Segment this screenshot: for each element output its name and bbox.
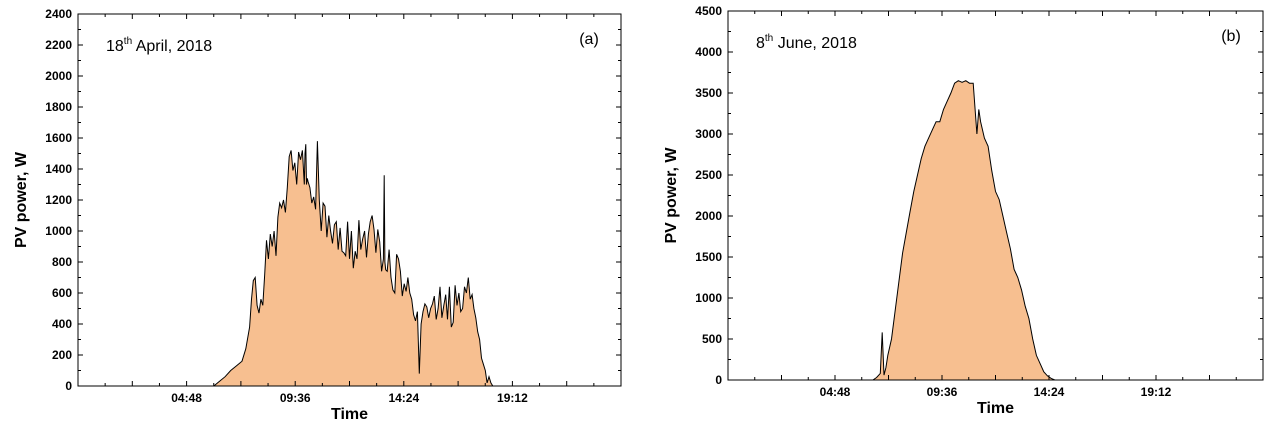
- y-tick-label: 0: [65, 379, 72, 393]
- x-axis-title: Time: [331, 406, 368, 423]
- date-suffix: th: [765, 33, 773, 44]
- y-tick-label: 2000: [695, 209, 722, 223]
- chart-panel-b: 0 500 1000 1500 2000 2500 3000 3500 4000 4500 04:4…: [663, 4, 1264, 417]
- x-tick-label: 04:48: [820, 385, 851, 399]
- y-axis-title: PV power, W: [663, 147, 680, 244]
- y-tick-label: 1600: [45, 131, 72, 145]
- x-tick-label: 09:36: [927, 385, 958, 399]
- y-tick-label: 4500: [695, 4, 722, 18]
- y-tick-label: 4000: [695, 45, 722, 59]
- chart-panel-a: 0 200 400 600 800 1000 1200 1400 1600 1800 2000 220…: [13, 7, 622, 423]
- x-tick-label: 19:12: [497, 391, 528, 405]
- y-tick-label: 1400: [45, 162, 72, 176]
- x-tick-label: 09:36: [280, 391, 311, 405]
- y-tick-label: 0: [715, 373, 722, 387]
- y-tick-label: 1500: [695, 250, 722, 264]
- y-tick-label: 500: [702, 332, 722, 346]
- area-fill: [872, 80, 1085, 380]
- x-axis-title: Time: [977, 400, 1014, 417]
- x-tick-label: 19:12: [1141, 385, 1172, 399]
- y-tick-label: 1000: [45, 224, 72, 238]
- x-tick-label: 14:24: [1034, 385, 1065, 399]
- panel-label: (b): [1221, 28, 1241, 45]
- date-rest: April, 2018: [132, 38, 212, 55]
- y-tick-label: 1000: [695, 291, 722, 305]
- y-tick-label: 2500: [695, 168, 722, 182]
- y-tick-label: 3000: [695, 127, 722, 141]
- date-rest: June, 2018: [773, 35, 857, 52]
- y-tick-label: 200: [52, 348, 72, 362]
- date-day: 18: [106, 38, 124, 55]
- y-tick-label: 3500: [695, 86, 722, 100]
- y-axis-title: PV power, W: [13, 151, 30, 248]
- y-tick-label: 2000: [45, 69, 72, 83]
- y-tick-label: 1200: [45, 193, 72, 207]
- date-annotation: 8th June, 2018: [756, 33, 857, 52]
- y-tick-label: 2200: [45, 38, 72, 52]
- x-tick-label: 14:24: [388, 391, 419, 405]
- date-annotation: 18th April, 2018: [106, 36, 212, 55]
- y-tick-label: 600: [52, 286, 72, 300]
- x-tick-label: 04:48: [171, 391, 202, 405]
- y-tick-label: 800: [52, 255, 72, 269]
- series-line: [213, 141, 494, 387]
- panel-label: (a): [579, 31, 599, 48]
- y-tick-label: 400: [52, 317, 72, 331]
- series-line: [872, 80, 1085, 381]
- date-suffix: th: [124, 36, 132, 47]
- y-tick-label: 1800: [45, 100, 72, 114]
- date-day: 8: [756, 35, 765, 52]
- y-tick-label: 2400: [45, 7, 72, 21]
